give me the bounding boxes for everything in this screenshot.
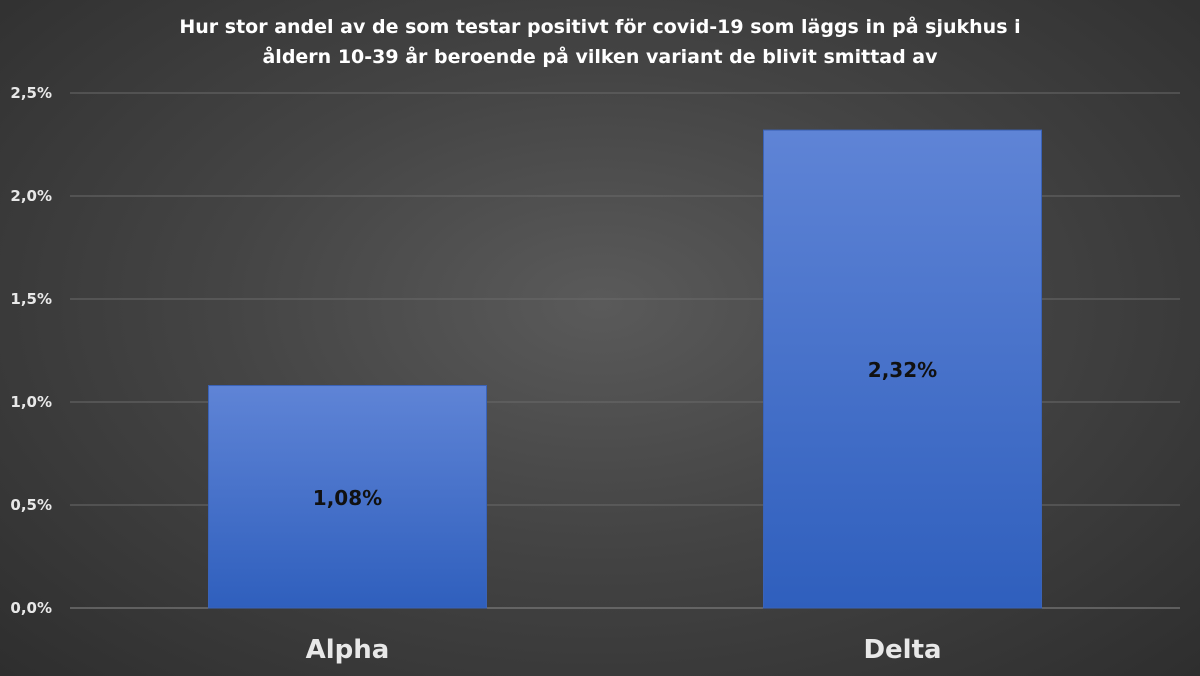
y-tick-label: 1,0% — [10, 393, 52, 411]
data-label: 2,32% — [868, 358, 937, 382]
y-tick-label: 2,0% — [10, 187, 52, 205]
chart-title: Hur stor andel av de som testar positivt… — [179, 16, 1021, 68]
y-tick-label: 0,5% — [10, 496, 52, 514]
bar-delta — [763, 129, 1042, 609]
data-label: 1,08% — [313, 486, 382, 510]
x-tick-label: Delta — [863, 635, 941, 665]
bar-alpha — [208, 385, 487, 609]
x-tick-label: Alpha — [306, 635, 390, 665]
y-tick-label: 2,5% — [10, 84, 52, 102]
y-tick-label: 0,0% — [10, 599, 52, 617]
y-tick-label: 1,5% — [10, 290, 52, 308]
